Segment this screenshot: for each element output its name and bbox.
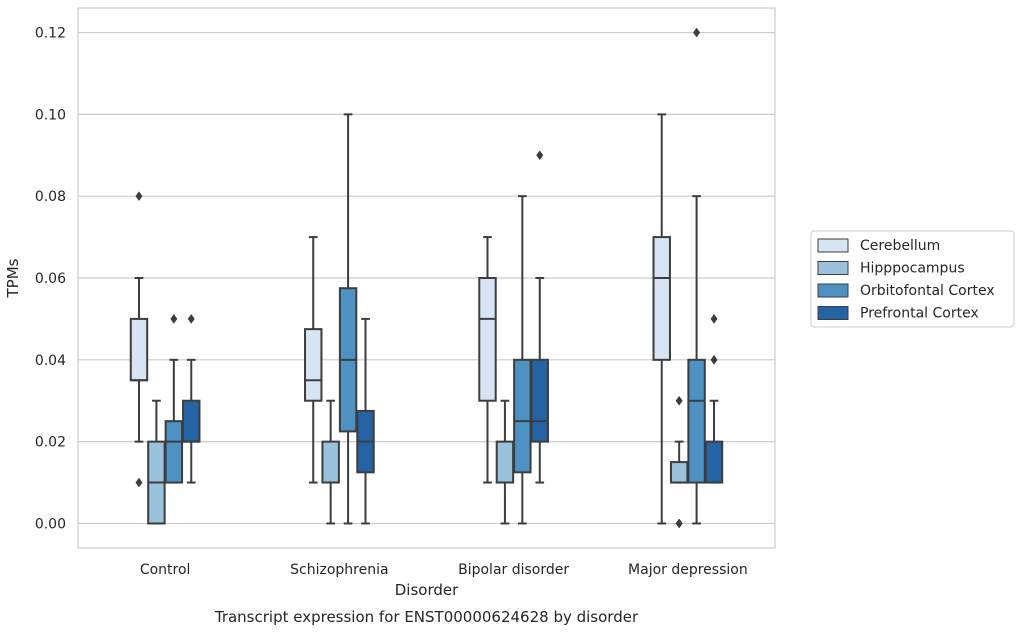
box-body xyxy=(478,277,497,402)
legend-items: Cerebellum Hipppocampus Orbitofontal Corte… xyxy=(817,238,995,322)
outlier-point xyxy=(135,191,143,202)
legend-label: Cerebellum xyxy=(860,238,940,254)
y-tick-label: 0.10 xyxy=(35,107,66,123)
outlier-point xyxy=(187,313,195,324)
legend-label: Hipppocampus xyxy=(860,261,965,277)
outlier-point xyxy=(675,518,683,529)
box-prefrontal-cortex xyxy=(182,313,201,484)
y-tick-label: 0.02 xyxy=(35,435,66,451)
box-body xyxy=(530,358,549,443)
box-cerebellum xyxy=(129,191,149,488)
outlier-point xyxy=(693,27,701,38)
outlier-point xyxy=(710,354,718,365)
box-prefrontal-cortex xyxy=(704,313,724,484)
box-body xyxy=(669,461,689,484)
box-hipppocampus xyxy=(321,399,340,525)
legend-swatch xyxy=(817,261,849,275)
legend-label: Orbitofontal Cortex xyxy=(860,283,995,299)
box-orbitofontal-cortex xyxy=(513,195,532,525)
box-hipppocampus xyxy=(669,395,689,529)
box-body xyxy=(129,317,149,382)
y-tick-label: 0.04 xyxy=(35,353,66,369)
box-orbitofontal-cortex xyxy=(338,113,358,525)
legend: Cerebellum Hipppocampus Orbitofontal Corte… xyxy=(810,230,1015,328)
x-tick-labels: Control Schizophrenia Bipolar disorder Majo… xyxy=(140,562,748,578)
box-body xyxy=(164,420,184,484)
box-cerebellum xyxy=(478,236,497,484)
y-tick-label: 0.06 xyxy=(35,271,66,287)
outlier-point xyxy=(675,395,683,406)
y-tick-label: 0.12 xyxy=(35,26,66,42)
outlier-point xyxy=(536,150,544,161)
outlier-point xyxy=(135,477,143,488)
boxes xyxy=(129,27,724,529)
box-cerebellum xyxy=(652,113,671,525)
x-tick-label: Major depression xyxy=(628,562,748,578)
box-cerebellum xyxy=(304,236,323,484)
box-body xyxy=(304,328,323,402)
box-body xyxy=(495,440,515,484)
legend-swatch xyxy=(817,283,849,298)
box-body xyxy=(513,358,532,474)
box-prefrontal-cortex xyxy=(530,150,549,484)
x-axis-title: Disorder xyxy=(395,581,459,599)
legend-swatch xyxy=(817,238,849,253)
box-orbitofontal-cortex xyxy=(164,313,184,484)
legend-swatch xyxy=(817,306,849,320)
box-prefrontal-cortex xyxy=(356,317,375,525)
box-orbitofontal-cortex xyxy=(687,27,706,525)
chart-caption: Transcript expression for ENST0000062462… xyxy=(214,608,639,626)
outlier-point xyxy=(170,313,178,324)
x-tick-label: Schizophrenia xyxy=(290,562,388,578)
box-body xyxy=(182,399,201,443)
box-hipppocampus xyxy=(495,399,515,525)
y-tick-labels: 0.00 0.02 0.04 0.06 0.08 0.10 0.12 xyxy=(35,26,66,533)
box-body xyxy=(321,440,340,484)
x-tick-label: Bipolar disorder xyxy=(458,562,569,578)
y-tick-label: 0.08 xyxy=(35,189,66,205)
box-body xyxy=(687,358,706,484)
box-body xyxy=(652,236,671,361)
outlier-point xyxy=(710,313,718,324)
box-body xyxy=(704,440,724,484)
x-tick-label: Control xyxy=(140,562,191,578)
y-tick-label: 0.00 xyxy=(35,516,66,532)
legend-frame xyxy=(810,230,1015,328)
legend-label: Prefrontal Cortex xyxy=(860,306,979,322)
y-axis-title: TPMs xyxy=(4,258,22,298)
